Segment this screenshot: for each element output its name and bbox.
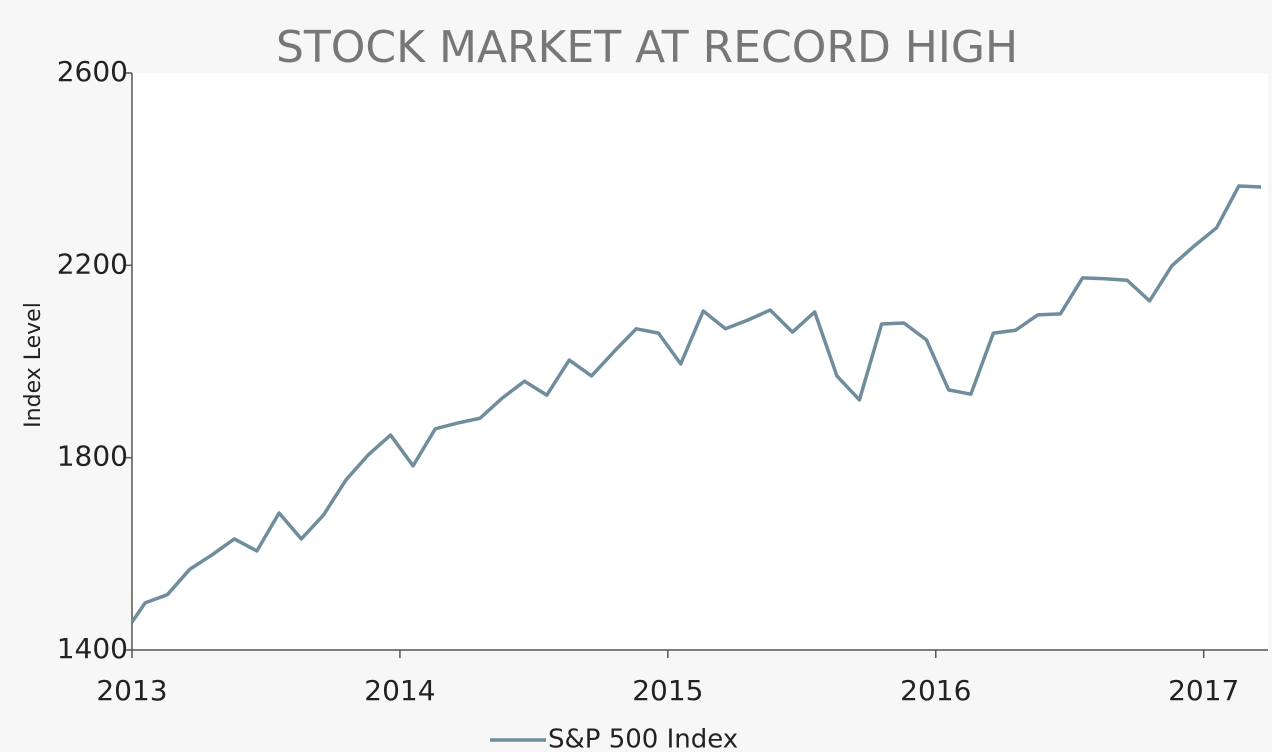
y-tick-label: 2600 bbox=[57, 55, 128, 88]
y-tick-label: 1400 bbox=[57, 632, 128, 665]
y-tick-label: 1800 bbox=[57, 440, 128, 473]
x-tick-label: 2017 bbox=[1168, 674, 1239, 707]
plot-area bbox=[132, 73, 1268, 650]
series-line bbox=[130, 184, 1262, 624]
x-tick-label: 2016 bbox=[900, 674, 971, 707]
x-tick-label: 2014 bbox=[364, 674, 435, 707]
chart-title: STOCK MARKET AT RECORD HIGH bbox=[276, 22, 1018, 73]
legend-label: S&P 500 Index bbox=[548, 725, 738, 752]
y-axis-label: Index Level bbox=[21, 302, 46, 428]
y-tick-label: 2200 bbox=[57, 247, 128, 280]
x-tick-label: 2015 bbox=[632, 674, 703, 707]
x-tick-label: 2013 bbox=[96, 674, 167, 707]
